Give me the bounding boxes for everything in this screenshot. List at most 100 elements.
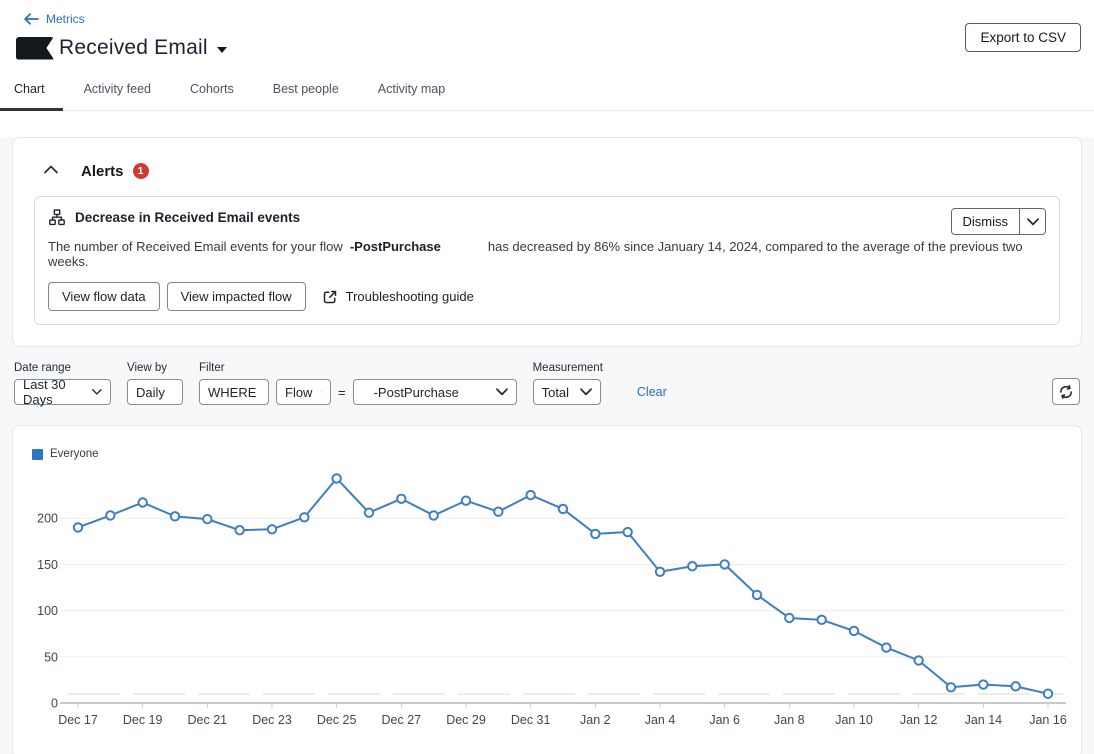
legend-swatch-everyone: [32, 449, 43, 460]
data-point-jan-8[interactable]: [785, 614, 793, 622]
filter-field-value: Flow: [285, 385, 312, 400]
alert-card: Decrease in Received Email events Dismis…: [34, 196, 1060, 325]
data-point-dec-29[interactable]: [462, 496, 470, 504]
svg-text:200: 200: [37, 512, 58, 526]
filter-bar: Date range Last 30 Days View by Daily Fi…: [12, 362, 1082, 405]
back-to-metrics-link[interactable]: Metrics: [24, 12, 85, 26]
svg-text:Dec 25: Dec 25: [317, 713, 357, 727]
data-point-dec-28[interactable]: [429, 511, 437, 519]
data-point-jan-3[interactable]: [623, 528, 631, 536]
data-point-jan-11[interactable]: [882, 643, 890, 651]
chart-panel: Everyone 050100150200Dec 17Dec 19Dec 21D…: [12, 425, 1082, 754]
alert-message: The number of Received Email events for …: [48, 239, 1046, 269]
view-flow-data-button[interactable]: View flow data: [48, 282, 160, 311]
measurement-select[interactable]: Total: [533, 379, 601, 405]
data-point-dec-27[interactable]: [397, 495, 405, 503]
data-point-jan-14[interactable]: [979, 680, 987, 688]
alert-title-row: Decrease in Received Email events: [48, 209, 1046, 226]
svg-text:150: 150: [37, 558, 58, 572]
dismiss-chevron-down-icon[interactable]: [1020, 209, 1045, 234]
data-point-dec-18[interactable]: [106, 511, 114, 519]
clear-filters-link[interactable]: Clear: [637, 385, 667, 399]
page-header: Metrics Received Email Export to CSV Cha…: [0, 0, 1094, 111]
tab-activity-map[interactable]: Activity map: [378, 82, 445, 110]
data-point-dec-31[interactable]: [526, 491, 534, 499]
tab-chart[interactable]: Chart: [14, 82, 45, 110]
data-point-dec-17[interactable]: [74, 523, 82, 531]
external-link-icon: [322, 289, 338, 305]
view-by-value: Daily: [136, 385, 165, 400]
data-point-jan-9[interactable]: [817, 616, 825, 624]
svg-text:Dec 21: Dec 21: [188, 713, 228, 727]
data-point-jan-16[interactable]: [1044, 690, 1052, 698]
view-by-select[interactable]: Daily: [127, 379, 183, 405]
chevron-up-icon[interactable]: [42, 162, 60, 180]
svg-text:Jan 14: Jan 14: [965, 713, 1003, 727]
view-impacted-flow-button[interactable]: View impacted flow: [167, 282, 306, 311]
export-to-csv-button[interactable]: Export to CSV: [965, 23, 1081, 52]
line-chart[interactable]: 050100150200Dec 17Dec 19Dec 21Dec 23Dec …: [13, 465, 1081, 754]
alert-message-prefix: The number of Received Email events for …: [48, 239, 343, 254]
data-point-dec-22[interactable]: [235, 526, 243, 534]
chevron-down-icon: [320, 388, 322, 396]
data-point-dec-25[interactable]: [332, 474, 340, 482]
svg-text:Jan 12: Jan 12: [900, 713, 938, 727]
filter-value: -PostPurchase: [374, 385, 459, 400]
data-point-jan-2[interactable]: [591, 530, 599, 538]
data-point-jan-7[interactable]: [753, 591, 761, 599]
troubleshooting-guide-link[interactable]: Troubleshooting guide: [322, 289, 474, 305]
svg-text:Jan 4: Jan 4: [645, 713, 676, 727]
measurement-value: Total: [542, 385, 569, 400]
data-point-jan-12[interactable]: [914, 656, 922, 664]
filter-value-select[interactable]: -PostPurchase: [353, 379, 517, 405]
date-range-group: Date range Last 30 Days: [14, 362, 111, 405]
tab-best-people[interactable]: Best people: [273, 82, 339, 110]
chevron-down-icon: [173, 388, 174, 396]
svg-text:Jan 8: Jan 8: [774, 713, 805, 727]
data-point-dec-26[interactable]: [365, 508, 373, 516]
filter-controls: WHERE Flow = -PostPurchase: [199, 379, 517, 405]
alert-flow-name: -PostPurchase: [350, 239, 441, 254]
caret-down-icon[interactable]: [217, 47, 227, 53]
svg-text:0: 0: [51, 697, 58, 711]
data-point-jan-6[interactable]: [720, 560, 728, 568]
tab-activity-feed[interactable]: Activity feed: [84, 82, 151, 110]
data-point-jan-13[interactable]: [947, 683, 955, 691]
refresh-icon: [1058, 384, 1074, 400]
data-point-jan-5[interactable]: [688, 562, 696, 570]
svg-text:Dec 23: Dec 23: [252, 713, 292, 727]
data-point-jan-10[interactable]: [850, 627, 858, 635]
svg-text:Jan 16: Jan 16: [1029, 713, 1067, 727]
measurement-group: Measurement Total: [533, 362, 603, 405]
filter-where-select[interactable]: WHERE: [199, 379, 269, 405]
filter-operator: =: [338, 385, 346, 400]
data-point-dec-19[interactable]: [138, 498, 146, 506]
svg-text:100: 100: [37, 604, 58, 618]
troubleshooting-guide-label: Troubleshooting guide: [346, 289, 474, 304]
view-by-group: View by Daily: [127, 362, 183, 405]
data-point-jan-15[interactable]: [1011, 682, 1019, 690]
data-point-dec-23[interactable]: [268, 525, 276, 533]
filter-field-select[interactable]: Flow: [276, 379, 331, 405]
svg-text:Dec 19: Dec 19: [123, 713, 163, 727]
filter-label: Filter: [199, 362, 517, 374]
chevron-down-icon: [580, 388, 592, 396]
alert-actions: View flow data View impacted flow Troubl…: [48, 282, 1046, 311]
filter-group: Filter WHERE Flow = -PostPurchase: [199, 362, 517, 405]
data-point-dec-30[interactable]: [494, 508, 502, 516]
data-point-jan-1[interactable]: [559, 505, 567, 513]
legend-label-everyone: Everyone: [50, 448, 99, 460]
data-point-dec-21[interactable]: [203, 515, 211, 523]
dismiss-split-button: Dismiss: [951, 208, 1047, 235]
svg-text:50: 50: [44, 650, 58, 664]
view-by-label: View by: [127, 362, 183, 374]
svg-text:Jan 6: Jan 6: [709, 713, 740, 727]
data-point-jan-4[interactable]: [656, 568, 664, 576]
date-range-value: Last 30 Days: [23, 377, 84, 407]
data-point-dec-20[interactable]: [171, 512, 179, 520]
data-point-dec-24[interactable]: [300, 513, 308, 521]
date-range-select[interactable]: Last 30 Days: [14, 379, 111, 405]
refresh-button[interactable]: [1052, 378, 1080, 405]
tab-cohorts[interactable]: Cohorts: [190, 82, 234, 110]
dismiss-button[interactable]: Dismiss: [952, 209, 1021, 234]
